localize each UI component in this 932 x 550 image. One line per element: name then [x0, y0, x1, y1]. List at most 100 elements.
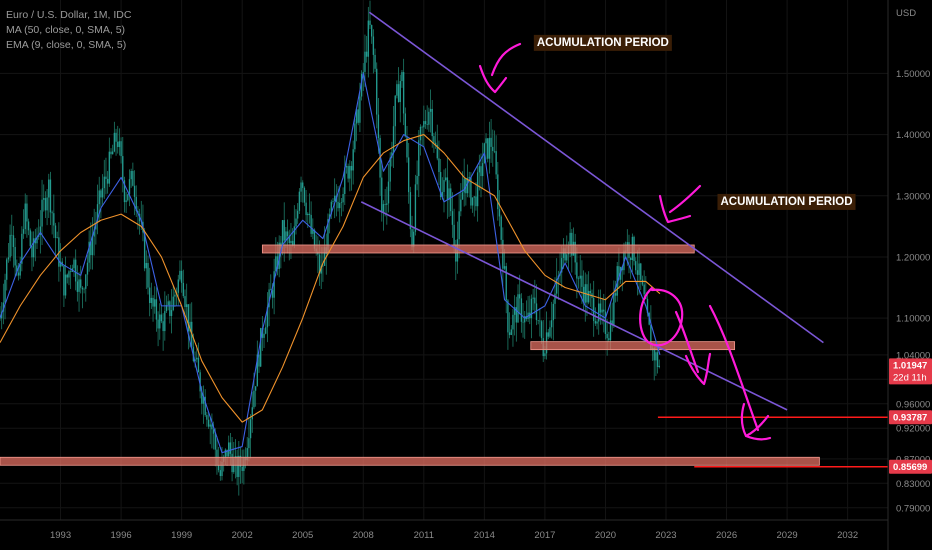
zones-layer: [0, 244, 820, 466]
x-tick-label: 2020: [595, 530, 616, 541]
candle-body: [547, 332, 549, 337]
candle-body: [132, 170, 134, 186]
grid: [0, 0, 888, 520]
candle-body: [350, 165, 353, 171]
candle-body: [320, 266, 322, 274]
candle-body: [535, 303, 538, 321]
candle-body: [98, 190, 100, 205]
candle-body: [594, 321, 597, 324]
candle-body: [122, 156, 124, 181]
annotation-stroke: [639, 286, 684, 347]
candle-body: [31, 246, 33, 258]
drawings-layer: ACUMULATION PERIOD ACUMULATION PERIOD: [360, 11, 888, 468]
legend-ema[interactable]: EMA (9, close, 0, SMA, 5): [6, 39, 127, 51]
candle-body: [251, 407, 253, 420]
price-badge-value: 0.85699: [893, 462, 927, 473]
x-tick-label: 2017: [534, 530, 555, 541]
candle-body: [510, 329, 512, 335]
candle-body: [217, 465, 220, 471]
candle-body: [296, 210, 299, 219]
candle-body: [259, 328, 262, 367]
candle-body: [86, 262, 89, 275]
y-tick-label: 0.96000: [896, 399, 930, 410]
candle-body: [475, 196, 477, 207]
candle-body: [275, 256, 277, 272]
candle-body: [81, 287, 84, 290]
candle-body: [428, 111, 430, 125]
candle-body: [436, 144, 438, 159]
candle-body: [401, 72, 403, 82]
candle-body: [342, 193, 344, 203]
candle-body: [68, 271, 70, 278]
candle-body: [219, 470, 222, 477]
candle-body: [569, 232, 571, 246]
candle-body: [604, 311, 607, 335]
candle-body: [148, 287, 151, 304]
candle-body: [364, 51, 366, 72]
candle-body: [256, 354, 259, 387]
y-tick-label: 1.50000: [896, 69, 930, 80]
legend-symbol[interactable]: Euro / U.S. Dollar, 1M, IDC: [6, 9, 132, 21]
candle-body: [382, 204, 385, 213]
candle-body: [614, 293, 617, 296]
candle-body: [125, 200, 127, 203]
candle-body: [295, 218, 297, 227]
candle-body: [24, 203, 26, 230]
candle-body: [6, 259, 8, 280]
candle-body: [586, 284, 588, 303]
candle-body: [288, 236, 290, 244]
price-badge-countdown: 22d 11h: [893, 372, 927, 383]
candle-body: [273, 271, 275, 298]
candle-body: [473, 196, 475, 198]
candle-body: [187, 304, 190, 332]
candle-body: [539, 320, 541, 322]
candle-body: [254, 386, 257, 391]
candle-body: [90, 241, 92, 256]
candle-body: [167, 301, 169, 306]
candle-body: [51, 212, 53, 214]
candle-body: [152, 297, 154, 307]
candle-body: [157, 319, 159, 329]
candle-body: [271, 290, 274, 298]
legend-ma[interactable]: MA (50, close, 0, SMA, 5): [6, 24, 126, 36]
channel-upper-line: [368, 11, 824, 344]
candle-body: [502, 239, 504, 269]
price-badge: [889, 410, 932, 425]
candle-body: [201, 391, 203, 404]
candle-body: [59, 261, 62, 267]
candle-body: [357, 109, 359, 123]
candle-body: [270, 289, 272, 291]
annotation-label: ACUMULATION PERIOD: [720, 196, 852, 208]
candle-body: [345, 166, 348, 168]
candle-body: [492, 146, 494, 151]
candle-body: [4, 279, 6, 303]
candle-body: [530, 298, 533, 319]
candle-body: [7, 257, 10, 260]
x-tick-label: 2014: [474, 530, 495, 541]
candle-body: [177, 279, 179, 293]
candle-body: [307, 213, 309, 216]
x-tick-label: 2026: [716, 530, 737, 541]
candle-body: [413, 231, 415, 248]
candle-body: [476, 172, 479, 207]
candle-body: [609, 320, 612, 341]
candle-body: [478, 166, 481, 173]
candle-body: [2, 302, 5, 312]
price-badge-value: 0.93787: [893, 412, 927, 423]
price-badge: [889, 459, 932, 474]
candle-body: [154, 299, 156, 307]
candle-body: [209, 424, 211, 427]
candle-body: [229, 442, 232, 454]
candle-body: [96, 204, 99, 223]
currency-label: USD: [896, 8, 916, 19]
candle-body: [128, 179, 131, 195]
candle-body: [276, 256, 279, 269]
annotation-stroke: [708, 304, 760, 432]
candle-body: [123, 180, 126, 203]
candle-body: [636, 270, 639, 275]
candle-body: [488, 137, 491, 159]
candle-body: [418, 140, 420, 177]
candle-body: [310, 214, 312, 234]
